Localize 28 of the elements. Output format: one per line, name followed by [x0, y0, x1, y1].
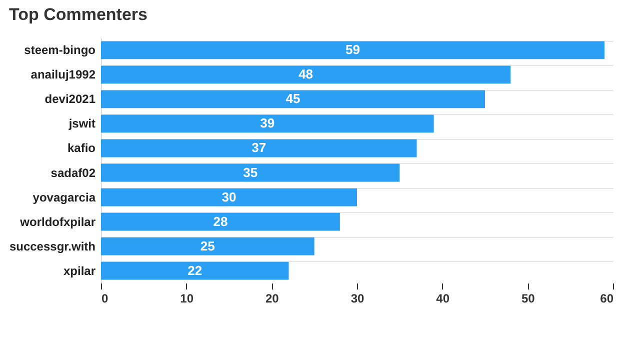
x-tick-label: 30: [350, 292, 364, 306]
x-tick-label: 40: [436, 292, 450, 306]
y-tick-label: devi2021: [44, 92, 96, 106]
x-tick-label: 10: [180, 292, 194, 306]
data-label: 59: [346, 42, 360, 58]
x-tick-label: 50: [521, 292, 536, 306]
x-tick-label: 60: [600, 292, 614, 306]
y-tick-label: steem-bingo: [24, 43, 96, 58]
data-label: 35: [243, 164, 258, 180]
data-label: 48: [298, 66, 314, 82]
x-tick-label: 0: [102, 292, 108, 306]
chart-title: Top Commenters: [8, 5, 148, 24]
y-tick-label: kafio: [67, 141, 96, 156]
x-tick-label: 20: [265, 292, 280, 306]
y-tick-label: yovagarcia: [32, 190, 96, 204]
y-tick-label: successgr.with: [9, 239, 96, 254]
data-label: 39: [260, 116, 275, 131]
y-tick-label: xpilar: [63, 264, 96, 278]
y-tick-label: worldofxpilar: [19, 214, 96, 229]
data-label: 22: [188, 262, 202, 278]
data-label: 30: [222, 189, 236, 204]
y-tick-label: sadaf02: [50, 166, 96, 180]
data-label: 45: [286, 91, 300, 106]
y-tick-label: anailuj1992: [30, 68, 96, 82]
y-tick-label: jswit: [68, 116, 96, 131]
data-label: 28: [213, 214, 228, 229]
data-label: 37: [252, 140, 266, 156]
data-label: 25: [200, 238, 215, 254]
